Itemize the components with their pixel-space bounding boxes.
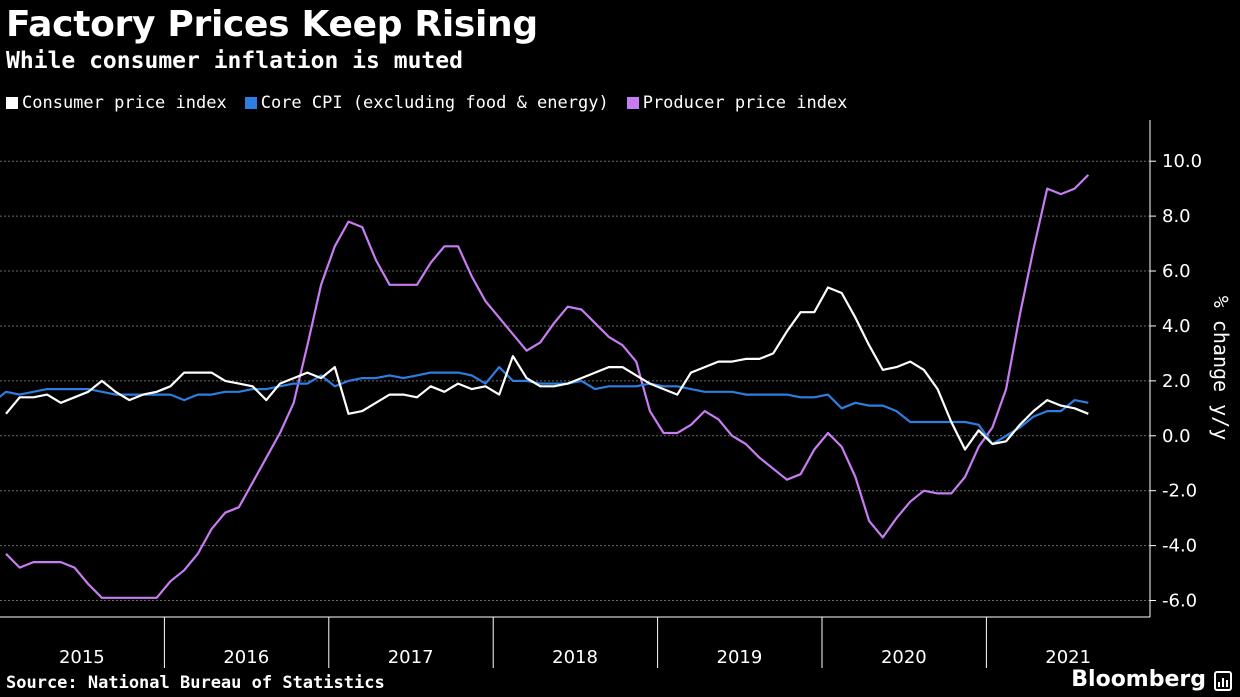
chart-title: Factory Prices Keep Rising — [6, 4, 538, 45]
series-line-1 — [0, 366, 1089, 446]
x-tick-label: 2017 — [388, 647, 434, 668]
chart-subtitle: While consumer inflation is muted — [6, 48, 463, 74]
source-note: Source: National Bureau of Statistics — [6, 673, 385, 693]
y-tick-label: 2.0 — [1162, 371, 1191, 392]
x-tick-label: 2018 — [552, 647, 598, 668]
y-tick-label: -4.0 — [1162, 536, 1197, 557]
x-tick-label: 2016 — [223, 647, 269, 668]
legend-label-ppi: Producer price index — [642, 93, 848, 113]
y-tick-label: 6.0 — [1162, 261, 1191, 282]
bloomberg-terminal-icon — [1214, 671, 1232, 691]
legend-swatch-cpi — [6, 97, 18, 109]
y-tick-label: 4.0 — [1162, 316, 1191, 337]
legend: Consumer price index Core CPI (excluding… — [6, 93, 847, 113]
x-tick-label: 2021 — [1045, 647, 1091, 668]
legend-swatch-core-cpi — [244, 97, 257, 109]
y-tick-label: 0.0 — [1162, 426, 1191, 447]
y-axis-label: % change y/y — [1209, 296, 1233, 441]
y-tick-label: 8.0 — [1162, 206, 1191, 227]
x-tick-label: 2019 — [717, 647, 763, 668]
y-tick-label: 10.0 — [1162, 151, 1202, 172]
x-tick-label: 2020 — [881, 647, 927, 668]
y-tick-label: -2.0 — [1162, 481, 1197, 502]
legend-item-core-cpi: Core CPI (excluding food & energy) — [244, 93, 609, 113]
series-line-2 — [5, 174, 1090, 599]
x-tick-label: 2015 — [59, 647, 105, 668]
legend-label-core-cpi: Core CPI (excluding food & energy) — [260, 93, 609, 113]
series-line-0 — [5, 286, 1089, 451]
legend-item-ppi: Producer price index — [626, 93, 848, 113]
y-tick-label: -6.0 — [1162, 591, 1197, 612]
legend-swatch-ppi — [626, 97, 639, 109]
legend-item-cpi: Consumer price index — [6, 93, 227, 113]
bloomberg-logo: Bloomberg — [1071, 667, 1206, 692]
legend-label-cpi: Consumer price index — [22, 93, 227, 113]
